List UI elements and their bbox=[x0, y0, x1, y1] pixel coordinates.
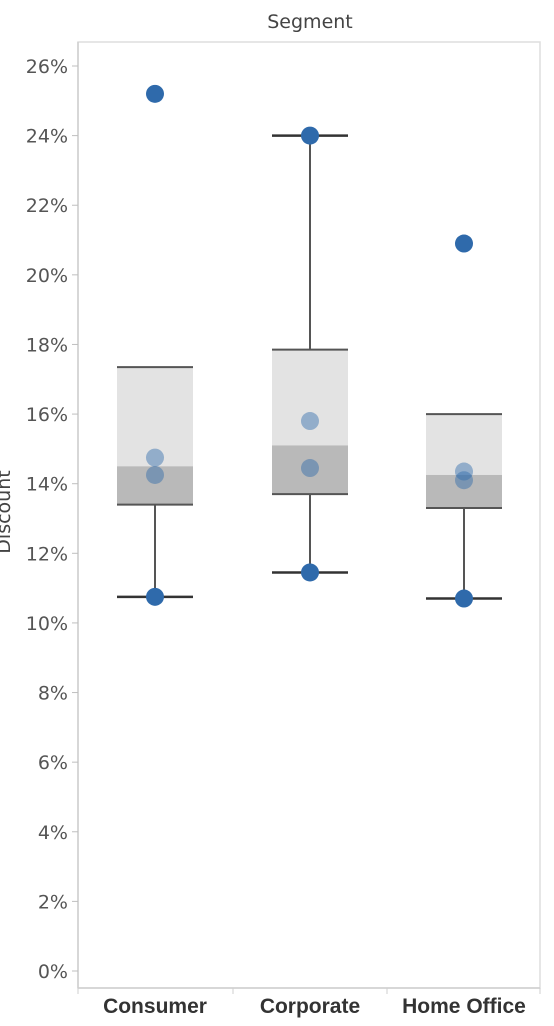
y-tick-label: 10% bbox=[26, 613, 68, 635]
y-tick-label: 2% bbox=[38, 891, 68, 913]
y-tick-label: 0% bbox=[38, 961, 68, 983]
box-upper-quartile bbox=[426, 414, 502, 475]
y-axis-title: Discount bbox=[0, 470, 15, 553]
x-category-label: Home Office bbox=[402, 995, 526, 1018]
y-tick-label: 6% bbox=[38, 752, 68, 774]
data-point bbox=[455, 234, 473, 253]
x-category-label: Consumer bbox=[103, 995, 207, 1018]
data-point bbox=[455, 471, 473, 490]
y-tick-label: 22% bbox=[26, 195, 68, 217]
y-tick-label: 20% bbox=[26, 265, 68, 287]
box-upper-quartile bbox=[117, 367, 193, 467]
y-tick-label: 8% bbox=[38, 683, 68, 705]
data-point bbox=[301, 412, 319, 431]
data-point bbox=[301, 126, 319, 145]
y-tick-label: 16% bbox=[26, 404, 68, 426]
data-point bbox=[301, 459, 319, 478]
y-tick-label: 26% bbox=[26, 56, 68, 78]
data-point bbox=[455, 589, 473, 608]
column-header: Segment bbox=[267, 11, 353, 33]
box-lower-quartile bbox=[426, 474, 502, 509]
data-point bbox=[301, 563, 319, 582]
y-tick-label: 24% bbox=[26, 126, 68, 148]
data-point bbox=[455, 462, 473, 481]
data-point bbox=[146, 465, 164, 484]
y-tick-label: 14% bbox=[26, 474, 68, 496]
y-tick-label: 4% bbox=[38, 822, 68, 844]
box-lower-quartile bbox=[272, 445, 348, 495]
y-tick-label: 12% bbox=[26, 543, 68, 565]
x-category-label: Corporate bbox=[260, 995, 360, 1018]
data-point bbox=[146, 587, 164, 606]
data-point bbox=[146, 448, 164, 467]
y-tick-label: 18% bbox=[26, 334, 68, 356]
data-point bbox=[146, 84, 164, 103]
box-lower-quartile bbox=[117, 466, 193, 505]
box-upper-quartile bbox=[272, 349, 348, 446]
